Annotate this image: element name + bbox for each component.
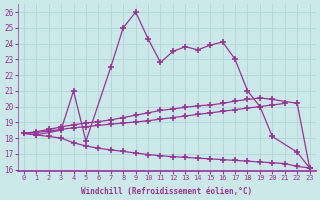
X-axis label: Windchill (Refroidissement éolien,°C): Windchill (Refroidissement éolien,°C) (81, 187, 252, 196)
